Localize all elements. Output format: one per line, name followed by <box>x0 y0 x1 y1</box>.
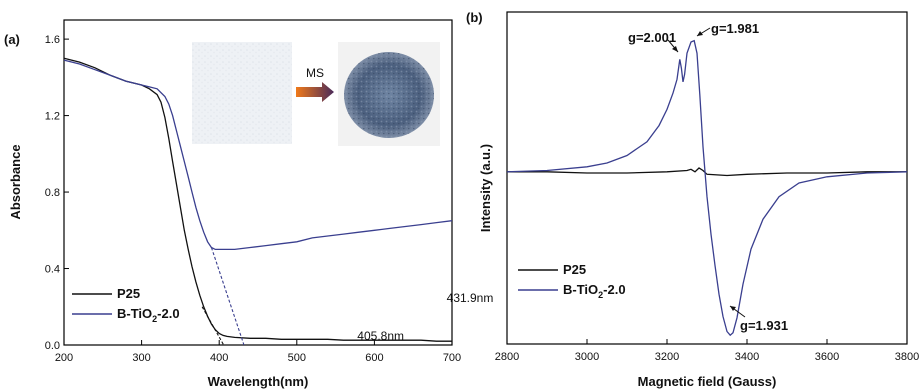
b-series-line-1 <box>506 39 908 337</box>
panel-a-legend: P25 B-TiO2-2.0 <box>72 286 180 324</box>
arrow-g-1981-head-icon <box>697 31 703 36</box>
arrow-g-2001-head-icon <box>672 46 678 52</box>
panel-b-frame <box>506 11 908 345</box>
a-ytick-label: 0.0 <box>45 340 60 352</box>
a-tangent-line-1 <box>210 247 245 346</box>
b-series-line-0 <box>507 167 907 177</box>
panel-b-y-label: Intensity (a.u.) <box>478 144 493 232</box>
panel-a-tangents <box>201 247 245 346</box>
panel-b: (b) 2800 3000 3200 3400 3600 3800 Magnetic fi… <box>466 10 919 389</box>
b-xtick-label: 3600 <box>815 351 839 363</box>
panel-b-x-ticks: 2800 3000 3200 3400 3600 3800 <box>495 339 919 363</box>
a-series-line-1 <box>63 59 453 251</box>
b-tio2-powder-texture <box>344 52 434 138</box>
panel-a-frame <box>63 19 453 346</box>
panel-a-x-ticks: 200 300 400 500 600 700 <box>55 340 461 364</box>
legend-a-btio2-label: B-TiO2-2.0 <box>117 306 180 324</box>
a-ytick-label: 1.6 <box>45 34 60 46</box>
a-xtick-label: 700 <box>443 352 461 364</box>
panel-b-x-label: Magnetic field (Gauss) <box>638 374 777 389</box>
a-xtick-label: 200 <box>55 352 73 364</box>
legend-b-btio2-label: B-TiO2-2.0 <box>563 282 626 300</box>
annotation-405-8nm: 405.8nm <box>357 329 404 343</box>
panel-b-annotations: g=2.001 g=1.981 g=1.931 <box>628 21 788 333</box>
ms-arrow-label: MS <box>306 66 324 80</box>
inset-photos: MS <box>192 42 440 146</box>
a-tangent-line-0 <box>201 306 225 346</box>
arrow-g-1931-head-icon <box>730 306 736 311</box>
panel-b-label: (b) <box>466 10 483 25</box>
b-xtick-label: 3400 <box>735 351 759 363</box>
ms-arrow-icon <box>296 82 334 102</box>
annotation-431-9nm: 431.9nm <box>447 291 494 305</box>
annotation-g-1931: g=1.931 <box>740 318 788 333</box>
a-ytick-label: 0.4 <box>45 264 60 276</box>
a-ytick-label: 1.2 <box>45 111 60 123</box>
legend-b-p25-label: P25 <box>563 262 586 277</box>
a-xtick-label: 400 <box>210 352 228 364</box>
panel-a: (a) 0.0 0.4 0.8 1.2 1.6 200 300 400 500 600 700 W… <box>4 19 494 389</box>
b-xtick-label: 3800 <box>895 351 919 363</box>
panel-a-y-label: Absorbance <box>8 144 23 219</box>
a-xtick-label: 500 <box>288 352 306 364</box>
panel-b-legend: P25 B-TiO2-2.0 <box>518 262 626 300</box>
b-xtick-label: 3000 <box>575 351 599 363</box>
panel-a-y-ticks: 0.0 0.4 0.8 1.2 1.6 <box>45 34 69 352</box>
b-xtick-label: 2800 <box>495 351 519 363</box>
a-ytick-label: 0.8 <box>45 187 60 199</box>
annotation-g-1981: g=1.981 <box>711 21 759 36</box>
legend-a-p25-label: P25 <box>117 286 140 301</box>
panel-a-label: (a) <box>4 32 20 47</box>
a-xtick-label: 300 <box>132 352 150 364</box>
a-xtick-label: 600 <box>365 352 383 364</box>
panel-a-x-label: Wavelength(nm) <box>208 374 309 389</box>
p25-powder-photo <box>192 42 292 144</box>
b-xtick-label: 3200 <box>655 351 679 363</box>
panel-b-series <box>506 39 908 337</box>
annotation-g-2001: g=2.001 <box>628 30 676 45</box>
